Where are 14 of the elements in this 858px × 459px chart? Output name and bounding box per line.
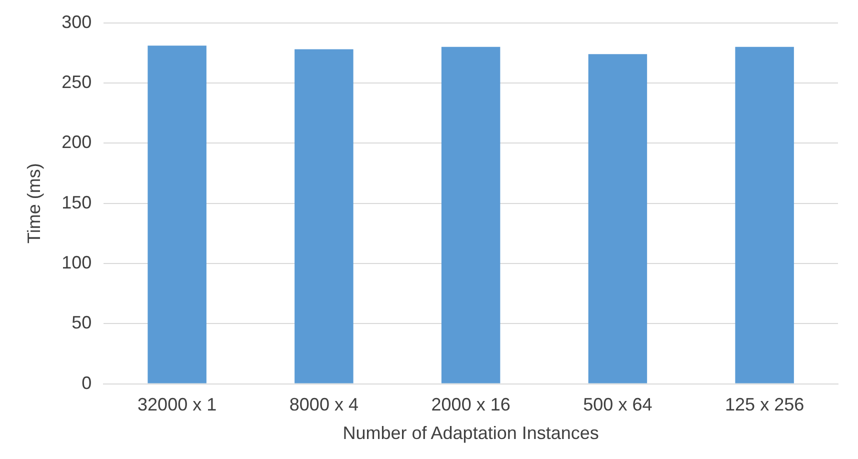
y-tick-label: 0 <box>82 372 92 393</box>
y-tick-label: 50 <box>72 312 92 333</box>
y-tick-label: 300 <box>62 12 92 32</box>
x-tick-label: 8000 x 4 <box>289 394 358 415</box>
x-tick-label: 2000 x 16 <box>431 394 510 415</box>
x-axis-title: Number of Adaptation Instances <box>342 423 599 444</box>
y-tick-label: 200 <box>62 132 92 152</box>
x-tick-label: 32000 x 1 <box>138 394 217 415</box>
x-tick-label: 500 x 64 <box>583 394 652 415</box>
x-tick-label: 125 x 256 <box>725 394 804 415</box>
y-tick-label: 150 <box>62 192 92 212</box>
y-axis-title: Time (ms) <box>24 163 44 244</box>
y-tick-label: 100 <box>62 252 92 272</box>
y-tick-label: 250 <box>62 72 92 92</box>
